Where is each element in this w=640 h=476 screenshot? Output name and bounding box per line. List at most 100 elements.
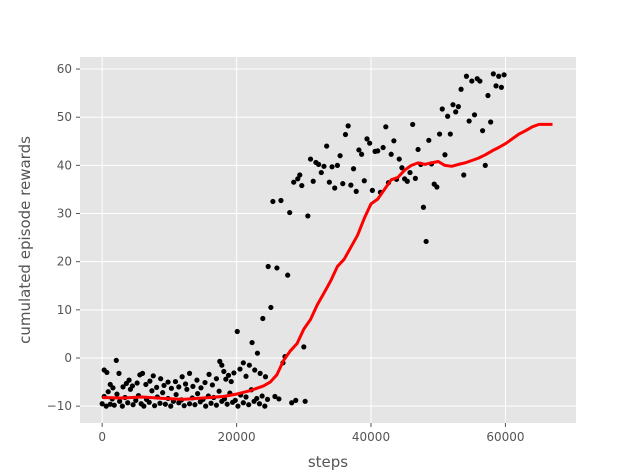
scatter-point — [407, 169, 413, 176]
x-tick-label: 20000 — [218, 430, 256, 444]
scatter-point — [235, 403, 241, 409]
scatter-point — [224, 401, 230, 407]
scatter-point — [340, 181, 346, 187]
scatter-point — [246, 402, 252, 408]
scatter-point — [231, 370, 237, 376]
scatter-point — [350, 166, 357, 172]
scatter-point — [172, 378, 179, 385]
scatter-point — [154, 384, 160, 390]
scatter-point — [375, 148, 381, 154]
scatter-point — [198, 385, 204, 391]
scatter-point — [439, 106, 445, 112]
y-tick-label: −10 — [47, 399, 72, 413]
scatter-point — [181, 403, 187, 409]
scatter-point — [369, 187, 375, 193]
scatter-point — [297, 172, 303, 178]
scatter-point — [195, 391, 201, 397]
scatter-point — [453, 109, 459, 115]
scatter-point — [410, 121, 416, 128]
scatter-point — [133, 397, 139, 403]
scatter-point — [240, 360, 246, 366]
scatter-point — [302, 398, 308, 404]
scatter-point — [202, 379, 208, 386]
scatter-point — [213, 402, 220, 408]
plot-background — [80, 57, 576, 423]
scatter-point — [256, 401, 263, 407]
scatter-point — [216, 388, 222, 394]
scatter-point — [254, 395, 260, 402]
scatter-point — [264, 396, 271, 403]
x-tick-label: 0 — [98, 430, 106, 444]
scatter-point — [493, 83, 499, 89]
scatter-point — [359, 151, 365, 157]
scatter-point — [149, 388, 155, 394]
scatter-point — [194, 377, 200, 383]
scatter-point — [315, 161, 322, 167]
scatter-point — [367, 140, 373, 146]
scatter-point — [391, 138, 397, 144]
scatter-point — [152, 403, 158, 409]
scatter-point — [221, 368, 227, 375]
scatter-point — [223, 376, 229, 382]
scatter-point — [436, 131, 443, 137]
scatter-point — [160, 390, 166, 396]
y-tick-label: 10 — [57, 303, 72, 317]
scatter-point — [342, 131, 349, 138]
scatter-point — [348, 182, 354, 188]
scatter-point — [301, 344, 307, 350]
scatter-point — [498, 84, 504, 90]
scatter-point — [259, 393, 265, 399]
y-tick-label: 40 — [57, 158, 72, 172]
scatter-point — [270, 198, 276, 205]
scatter-point — [278, 197, 284, 204]
scatter-point — [388, 151, 394, 157]
y-tick-label: 50 — [57, 110, 72, 124]
scatter-point — [496, 73, 502, 79]
scatter-point — [329, 164, 335, 170]
scatter-point — [458, 86, 464, 92]
scatter-point — [243, 373, 249, 379]
scatter-point — [203, 403, 209, 409]
scatter-point — [299, 182, 305, 189]
scatter-point — [186, 401, 193, 407]
scatter-point — [345, 123, 351, 129]
scatter-point — [291, 179, 297, 185]
scatter-point — [246, 362, 252, 368]
y-axis-label: cumulated episode rewards — [16, 136, 34, 344]
scatter-point — [143, 381, 149, 388]
scatter-point — [293, 397, 299, 403]
y-tick-label: 20 — [57, 255, 72, 269]
scatter-point — [337, 153, 343, 159]
scatter-point — [213, 376, 220, 382]
scatter-point — [450, 102, 456, 108]
tick-labels: 0 20000 40000 60000 −10 0 10 20 30 40 50 60 — [47, 62, 525, 444]
scatter-point — [162, 401, 168, 407]
scatter-point — [318, 169, 324, 176]
scatter-point — [119, 403, 125, 409]
scatter-point — [176, 384, 182, 390]
scatter-point — [307, 156, 314, 162]
scatter-point — [364, 136, 370, 142]
scatter-point — [455, 104, 461, 110]
scatter-point — [383, 124, 389, 130]
scatter-point — [111, 402, 117, 408]
scatter-point — [461, 172, 467, 178]
moving-average-line-layer — [102, 122, 553, 401]
scatter-point — [490, 71, 496, 77]
scatter-point — [141, 403, 147, 409]
scatter-point — [434, 184, 440, 190]
scatter-point — [262, 403, 268, 409]
x-tick-label: 60000 — [486, 430, 524, 444]
scatter-point — [165, 379, 171, 385]
scatter-point — [485, 92, 491, 99]
scatter-point — [399, 165, 405, 171]
scatter-point — [471, 112, 478, 118]
scatter-point — [334, 162, 341, 168]
scatter-point — [404, 178, 410, 184]
scatter-point — [423, 238, 429, 245]
scatter-point — [274, 265, 280, 271]
scatter-point — [257, 370, 263, 376]
scatter-point — [103, 403, 109, 409]
y-tick-label: 30 — [57, 207, 72, 221]
scatter-point — [353, 188, 359, 194]
